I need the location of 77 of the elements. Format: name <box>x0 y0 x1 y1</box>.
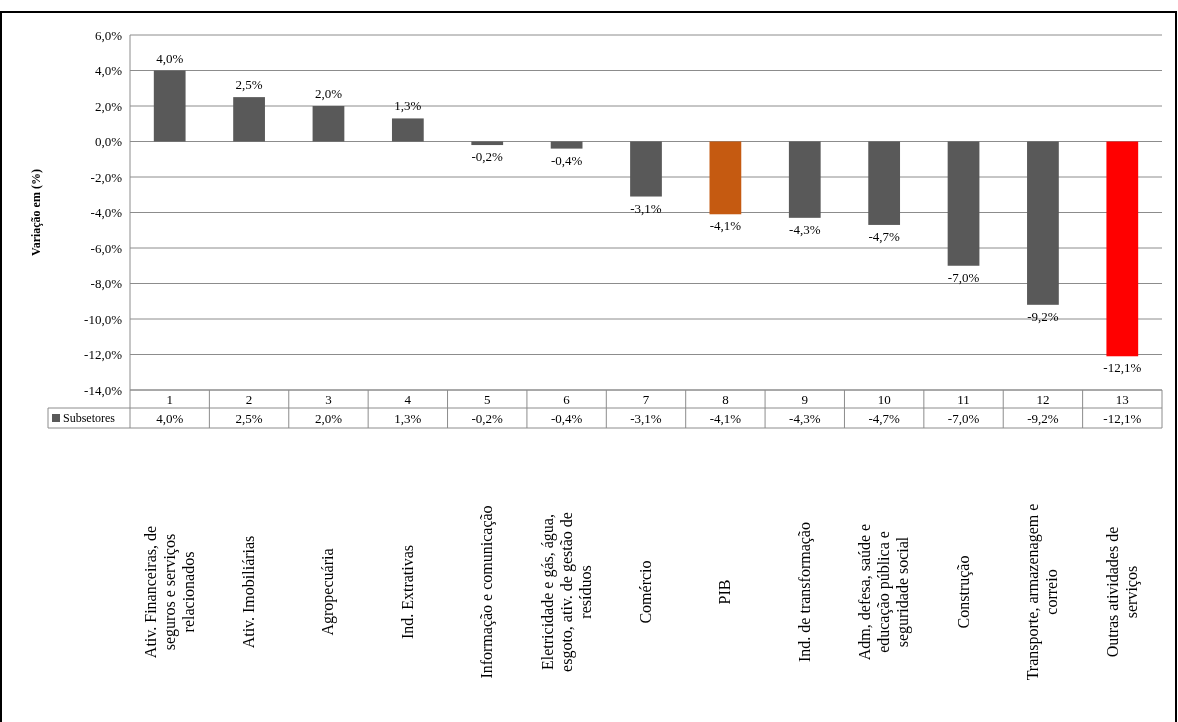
bar <box>709 141 742 215</box>
y-tick-label: 4,0% <box>94 63 123 78</box>
bar <box>153 70 186 142</box>
text: 13 <box>1115 391 1129 407</box>
text: -4,7% <box>868 228 900 244</box>
text: -4,1% <box>709 218 742 234</box>
text: 7 <box>642 391 650 407</box>
text: -0,4% <box>550 152 583 168</box>
y-tick-label: -4,0% <box>90 205 123 220</box>
text: -7,0% <box>947 269 980 285</box>
bar <box>1027 141 1059 305</box>
y-tick-label: -14,0% <box>84 382 123 398</box>
y-tick-label: 0,0% <box>94 134 123 149</box>
y-axis-title: Variação em (%) <box>29 169 43 256</box>
text: 2 <box>245 391 253 407</box>
text: 8 <box>722 391 729 407</box>
y-tick-label: -12,0% <box>84 347 123 362</box>
bar <box>947 141 980 266</box>
text: 2,5% <box>235 77 263 93</box>
text: 12 <box>1036 391 1050 407</box>
data-label: -4,1% <box>709 410 742 426</box>
y-tick-label: 6,0% <box>94 27 123 43</box>
text: 1 <box>166 391 173 407</box>
text: -4,3% <box>789 221 821 237</box>
text: 6 <box>563 391 571 407</box>
x-tick-label: Agropecuária <box>319 548 338 636</box>
data-label: 2,5% <box>235 410 263 426</box>
text: 11 <box>957 391 970 407</box>
x-tick-label: Transporte, armazenagem e correio <box>1024 503 1061 681</box>
y-tick-label: -10,0% <box>84 311 123 327</box>
bar <box>788 141 821 218</box>
text: 9 <box>801 391 809 407</box>
bar <box>630 141 662 197</box>
y-tick-label: -8,0% <box>90 276 123 291</box>
text: 10 <box>877 391 891 407</box>
text: -9,2% <box>1027 308 1059 324</box>
data-label: -0,4% <box>550 410 583 426</box>
x-tick-label: Ativ. Financeiras, de seguros e serviços relacionados <box>141 525 197 659</box>
x-tick-label: Adm, defesa, saúde e educação pública e seguridade social <box>856 523 913 661</box>
bar <box>1106 141 1139 357</box>
text: 1,3% <box>394 98 422 114</box>
bar <box>312 106 345 142</box>
x-tick-label: Comércio <box>637 560 654 624</box>
data-label: -4,3% <box>789 410 821 426</box>
text: -12,1% <box>1103 360 1142 376</box>
data-label: 2,0% <box>314 410 343 426</box>
x-tick-label: Outras atividades de serviços <box>1103 526 1141 658</box>
bar <box>550 141 583 149</box>
data-label: -0,2% <box>471 410 504 426</box>
x-tick-label: Informação e comunicação <box>478 505 497 679</box>
x-tick-label: PIB <box>716 579 734 605</box>
text: 2,0% <box>314 86 343 101</box>
text: 4,0% <box>156 50 184 66</box>
x-tick-label: Eletricidade e gás, água, esgoto, ativ. de gestão de resíduos <box>538 512 594 672</box>
x-tick-label: Construção <box>954 555 973 629</box>
text: 3 <box>325 391 332 407</box>
text: -0,2% <box>471 149 503 165</box>
text: -3,1% <box>630 200 662 216</box>
data-label: -12,1% <box>1103 410 1142 426</box>
bar <box>391 118 424 142</box>
data-label: -3,1% <box>630 410 662 426</box>
bar <box>233 97 265 142</box>
x-tick-label: Ind. Extrativas <box>398 544 416 640</box>
legend-label: Subsetores <box>63 411 116 425</box>
y-tick-label: -2,0% <box>90 169 123 185</box>
y-tick-label: 2,0% <box>94 98 123 114</box>
text: 5 <box>483 391 491 407</box>
y-tick-label: -6,0% <box>90 240 123 256</box>
data-label: -7,0% <box>947 410 980 426</box>
data-label: 1,3% <box>394 410 422 426</box>
x-tick-label: Ativ. Imobiliárias <box>240 535 258 649</box>
data-label: -9,2% <box>1027 410 1059 426</box>
data-label: 4,0% <box>156 410 184 426</box>
data-label: -4,7% <box>868 410 901 426</box>
text: 4 <box>404 391 412 407</box>
bar <box>868 141 901 225</box>
x-tick-label: Ind. de transformação <box>795 522 814 662</box>
